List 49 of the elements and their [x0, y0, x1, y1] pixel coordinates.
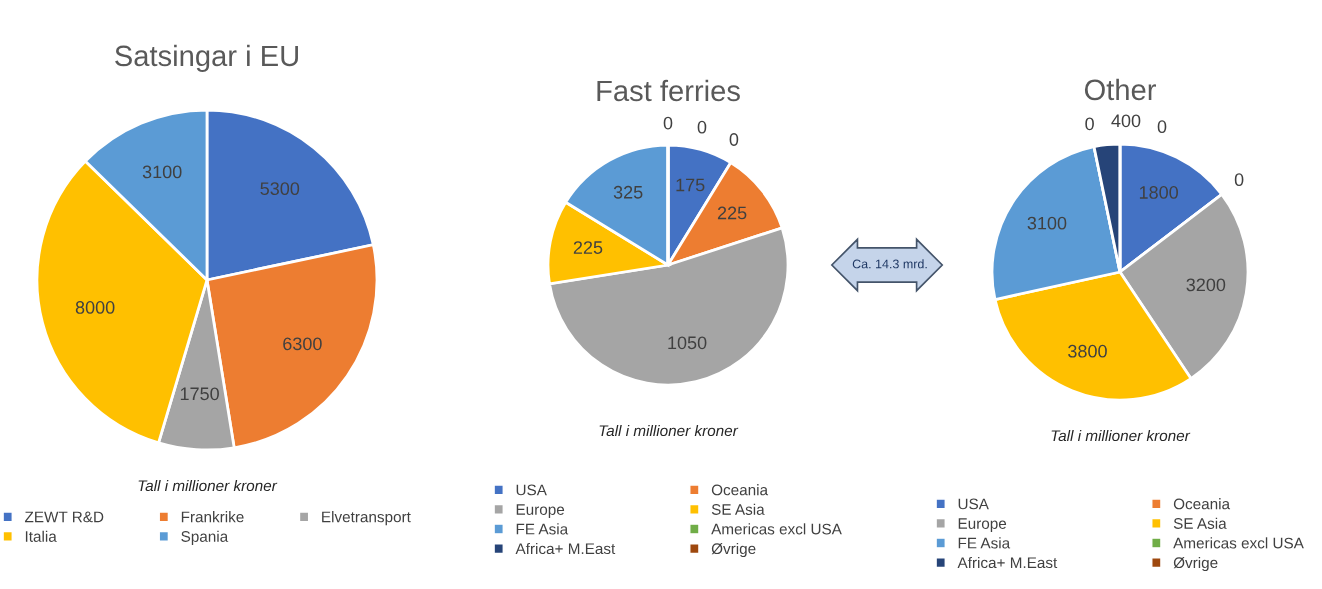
legend-label: USA [958, 498, 989, 510]
text: 0 [663, 116, 673, 130]
chart-title: Fast ferries [597, 79, 740, 102]
text: Ca. 14.3 mrd. [852, 259, 927, 269]
legend-label: Frankrike [181, 511, 244, 523]
legend-label: Øvrige [1173, 556, 1218, 572]
legend-label: ZEWT R&D [24, 511, 104, 523]
data-label: 3200 [1186, 278, 1226, 292]
legend-label: FE Asia [958, 537, 1011, 549]
legend-label: Oceania [1173, 498, 1231, 510]
data-label: 6300 [283, 337, 322, 351]
legend-label: SE Asia [1173, 517, 1227, 529]
data-label: 225 [717, 206, 747, 220]
data-label: 400 [1111, 114, 1141, 128]
legend-label: Americas excl USA [1173, 537, 1304, 549]
text: Tall i millioner kroner [1051, 429, 1191, 442]
text: Tall i millioner kroner [599, 424, 739, 437]
legend-label: USA [516, 484, 547, 496]
chart-title: Other [1084, 78, 1156, 101]
legend-label: Spania [181, 530, 229, 545]
legend-label: Elvetransport [322, 511, 411, 526]
data-label: 175 [676, 178, 705, 192]
legend-label: Europe [958, 518, 1007, 532]
legend-label: Africa+ M.East [515, 542, 616, 555]
data-label: 225 [573, 241, 603, 254]
legend-label: Americas excl USA [711, 523, 842, 535]
text: 0 [1234, 173, 1244, 187]
chart-title: Satsingar i EU [115, 44, 298, 72]
legend-label: Italia [25, 530, 57, 542]
legend-label: Africa+ M.East [957, 556, 1058, 569]
data-label: 1800 [1139, 186, 1178, 199]
text: 0 [1157, 120, 1167, 134]
data-label: 325 [613, 185, 643, 199]
text: 0 [1085, 117, 1094, 131]
legend-label: Europe [516, 504, 565, 518]
data-label: 3800 [1068, 344, 1107, 358]
legend-label: SE Asia [711, 503, 765, 515]
text: 0 [729, 133, 739, 146]
legend-label: FE Asia [516, 523, 569, 535]
text: Tall i millioner kroner [138, 479, 278, 492]
legend-label: Øvrige [711, 542, 756, 558]
legend-label: Oceania [711, 484, 769, 496]
data-label: 3100 [1027, 216, 1067, 230]
data-label: 3100 [142, 165, 182, 179]
data-label: 5300 [260, 182, 300, 196]
data-label: 1050 [668, 336, 707, 350]
data-label: 1750 [180, 387, 219, 401]
text: 0 [697, 120, 707, 134]
data-label: 8000 [75, 301, 115, 314]
